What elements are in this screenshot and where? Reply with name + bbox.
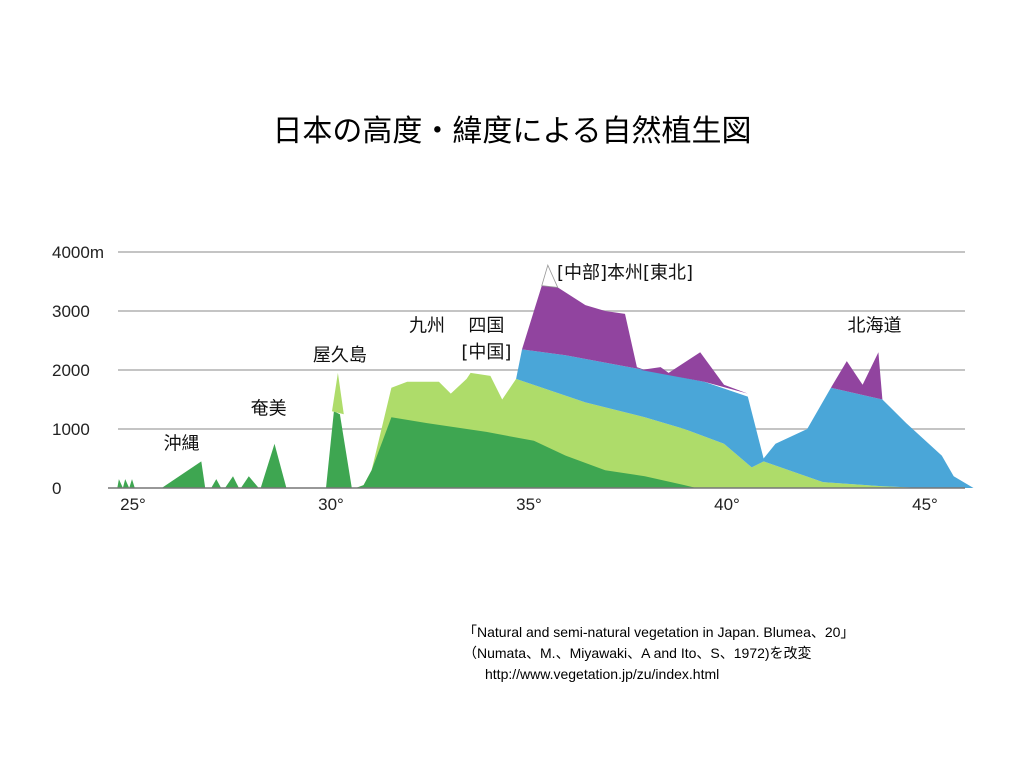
region-label: 北海道: [847, 316, 901, 337]
region-label: 九州: [409, 316, 445, 337]
source-line-2: （Numata、M.、Miyawaki、A and Ito、S、1972)を改変: [463, 645, 812, 661]
vegetation-area-white: [541, 264, 559, 288]
vegetation-areas: [117, 264, 974, 488]
vegetation-area-dark-green: [211, 479, 222, 488]
source-line-1: 「Natural and semi-natural vegetation in …: [463, 624, 855, 640]
x-tick-label: 45°: [912, 495, 938, 514]
vegetation-area-dark-green: [260, 443, 287, 488]
region-label: 沖縄: [163, 434, 199, 455]
vegetation-area-blue: [516, 349, 974, 488]
vegetation-area-purple: [522, 285, 645, 370]
y-tick-label: 2000: [52, 361, 90, 380]
vegetation-area-purple: [640, 352, 748, 394]
vegetation-area-purple: [830, 352, 883, 400]
region-label: 四国: [468, 316, 504, 337]
vegetation-area-dark-green: [240, 476, 259, 488]
page-title: 日本の高度・緯度による自然植生図: [272, 114, 752, 149]
x-tick-label: 25°: [120, 495, 146, 514]
region-label: 屋久島: [313, 345, 367, 366]
vegetation-area-dark-green: [117, 479, 135, 488]
vegetation-area-dark-green: [326, 411, 352, 488]
region-labels: 沖縄 奄美 屋久島 九州 四国 [中国] [中部]本州[東北] 北海道: [163, 263, 901, 455]
y-tick-label: 1000: [52, 420, 90, 439]
source-citation: 「Natural and semi-natural vegetation in …: [463, 622, 854, 685]
region-label: [中国]: [461, 342, 511, 363]
x-axis-ticks: 25° 30° 35° 40° 45°: [120, 495, 938, 514]
y-tick-label: 4000m: [52, 243, 104, 262]
y-axis-ticks: 4000m 3000 2000 1000 0: [52, 243, 104, 498]
y-tick-label: 0: [52, 479, 61, 498]
vegetation-area-light-green: [332, 372, 344, 415]
source-url[interactable]: http://www.vegetation.jp/zu/index.html: [485, 666, 720, 682]
y-tick-label: 3000: [52, 302, 90, 321]
vegetation-area-dark-green: [161, 461, 206, 488]
vegetation-area-dark-green: [225, 476, 239, 488]
region-label: 奄美: [251, 398, 287, 419]
x-tick-label: 35°: [516, 495, 542, 514]
x-tick-label: 30°: [318, 495, 344, 514]
x-tick-label: 40°: [714, 495, 740, 514]
vegetation-area-dark-green: [355, 417, 697, 488]
region-label: [中部]本州[東北]: [557, 263, 693, 284]
